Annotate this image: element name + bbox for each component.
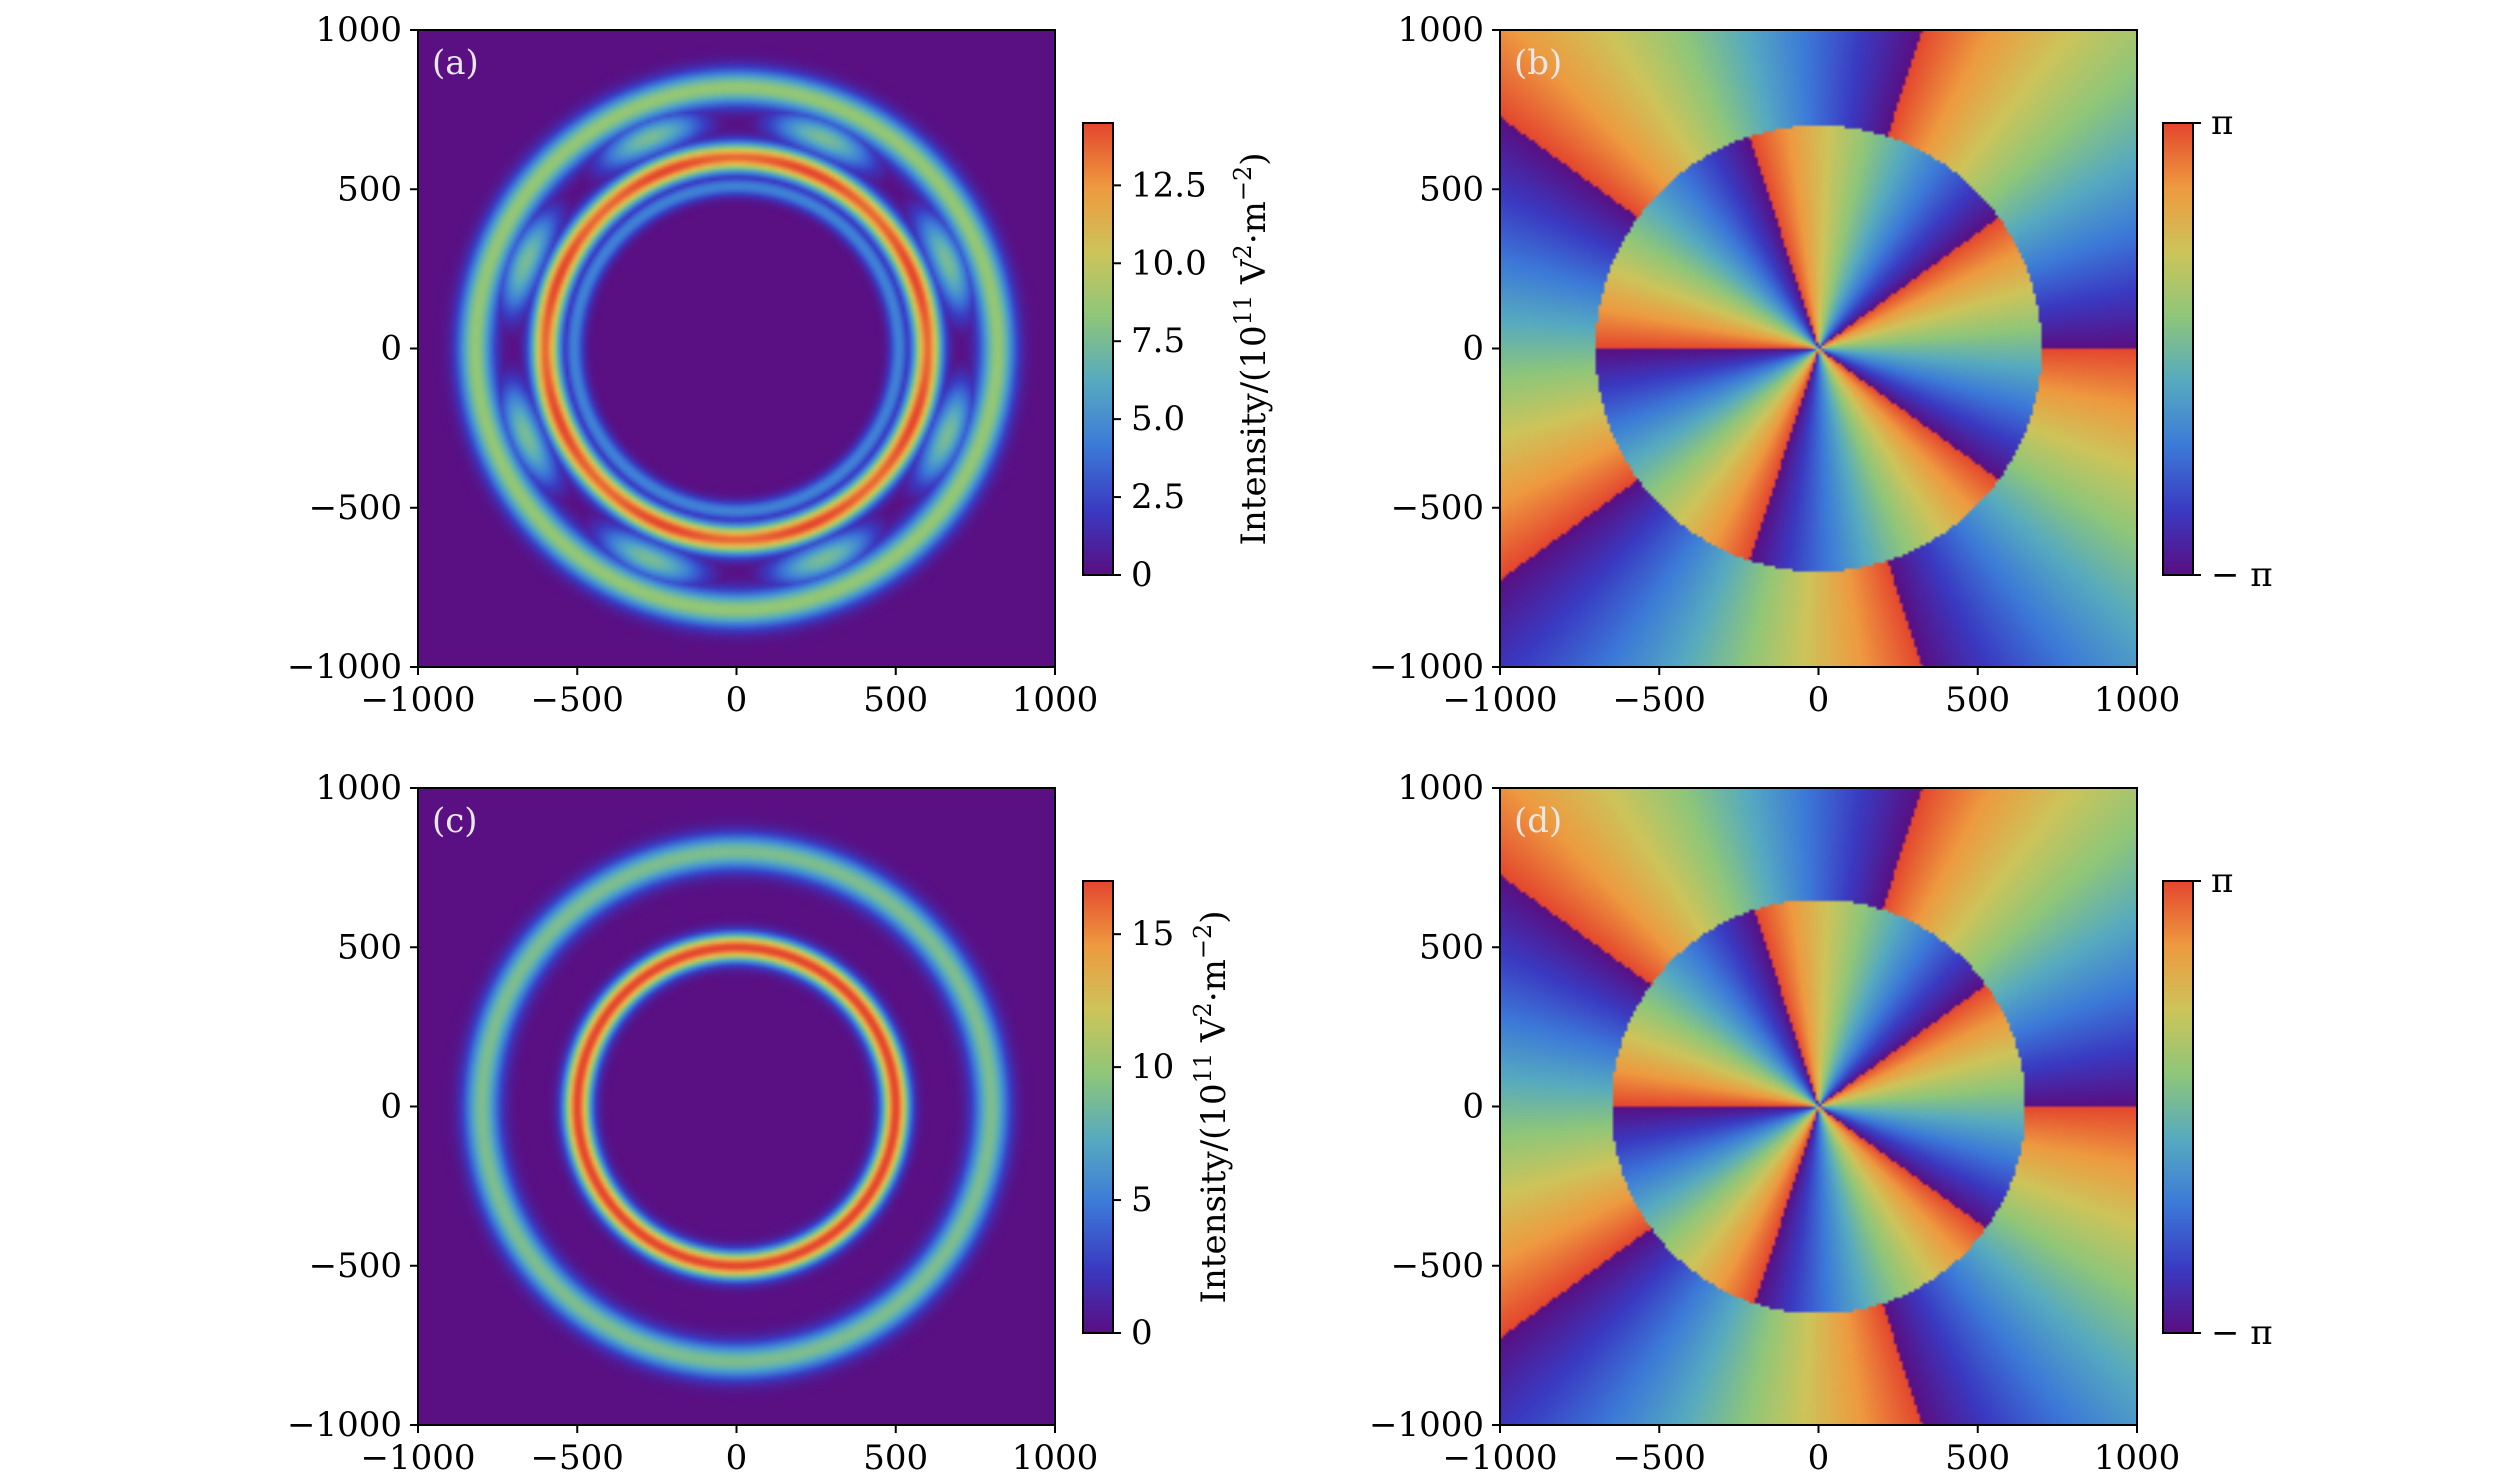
x-tick-label-a: 1000	[1012, 680, 1099, 720]
y-tick-label-d: 0	[1462, 1087, 1484, 1127]
heatmap-image-a	[418, 30, 1055, 667]
x-tick-label-d: −500	[1613, 1438, 1706, 1478]
x-tick-label-b: 500	[1945, 680, 2010, 720]
colorbar-tick-label-a: 12.5	[1131, 165, 1207, 205]
x-tick-label-d: 500	[1945, 1438, 2010, 1478]
colorbar-min-label-d: − π	[2211, 1313, 2273, 1353]
y-tick-label-d: −500	[1391, 1246, 1484, 1286]
colorbar-tick-label-c: 0	[1131, 1313, 1153, 1353]
colorbar-gradient-d	[2163, 881, 2193, 1333]
y-tick-label-d: 1000	[1397, 768, 1484, 808]
panel-label-b: (b)	[1514, 43, 1562, 83]
y-tick-label-a: 1000	[315, 10, 402, 50]
colorbar-frame-b	[2162, 122, 2194, 576]
colorbar-tick-label-a: 5.0	[1131, 399, 1185, 439]
x-tick-label-b: −500	[1613, 680, 1706, 720]
x-tick-label-c: −1000	[360, 1438, 475, 1478]
colorbar-frame-c	[1082, 880, 1114, 1334]
y-tick-label-c: 0	[380, 1087, 402, 1127]
x-tick-label-d: 0	[1808, 1438, 1830, 1478]
y-tick-label-c: 1000	[315, 768, 402, 808]
y-tick-label-b: 500	[1419, 169, 1484, 209]
y-tick-label-a: 500	[337, 169, 402, 209]
x-tick-label-a: −500	[531, 680, 624, 720]
panel-label-a: (a)	[432, 43, 479, 83]
heatmap-image-d	[1500, 788, 2137, 1425]
heatmap-image-b	[1500, 30, 2137, 667]
y-tick-label-d: 500	[1419, 927, 1484, 967]
colorbar-tick-label-a: 0	[1131, 555, 1153, 595]
x-tick-label-a: −1000	[360, 680, 475, 720]
y-tick-label-b: 0	[1462, 329, 1484, 369]
y-tick-label-a: −500	[309, 488, 402, 528]
colorbar-gradient-c	[1083, 881, 1113, 1333]
y-tick-label-c: −1000	[287, 1405, 402, 1445]
x-tick-label-c: 0	[726, 1438, 748, 1478]
colorbar-tick-label-c: 5	[1131, 1180, 1153, 1220]
colorbar-label-a: Intensity/(1011 V2·m−2)	[1229, 152, 1274, 545]
x-tick-label-d: 1000	[2094, 1438, 2181, 1478]
y-tick-label-c: 500	[337, 927, 402, 967]
y-tick-label-b: −500	[1391, 488, 1484, 528]
colorbar-label-c: Intensity/(1011 V2·m−2)	[1189, 910, 1234, 1303]
x-tick-label-a: 500	[863, 680, 928, 720]
x-tick-label-b: −1000	[1442, 680, 1557, 720]
panel-label-c: (c)	[432, 801, 478, 841]
y-tick-label-c: −500	[309, 1246, 402, 1286]
colorbar-tick-label-a: 10.0	[1131, 243, 1207, 283]
x-tick-label-c: 1000	[1012, 1438, 1099, 1478]
y-tick-label-b: 1000	[1397, 10, 1484, 50]
y-tick-label-a: 0	[380, 329, 402, 369]
x-tick-label-c: 500	[863, 1438, 928, 1478]
x-tick-label-b: 1000	[2094, 680, 2181, 720]
x-tick-label-b: 0	[1808, 680, 1830, 720]
y-tick-label-b: −1000	[1369, 647, 1484, 687]
colorbar-tick-label-a: 2.5	[1131, 477, 1185, 517]
colorbar-gradient-a	[1083, 123, 1113, 575]
y-tick-label-d: −1000	[1369, 1405, 1484, 1445]
colorbar-frame-a	[1082, 122, 1114, 576]
x-tick-label-a: 0	[726, 680, 748, 720]
colorbar-tick-label-c: 10	[1131, 1047, 1174, 1087]
colorbar-gradient-b	[2163, 123, 2193, 575]
colorbar-max-label-b: π	[2211, 103, 2233, 143]
panel-label-d: (d)	[1514, 801, 1562, 841]
heatmap-image-c	[418, 788, 1055, 1425]
colorbar-min-label-b: − π	[2211, 555, 2273, 595]
colorbar-tick-label-a: 7.5	[1131, 321, 1185, 361]
colorbar-tick-label-c: 15	[1131, 914, 1174, 954]
x-tick-label-c: −500	[531, 1438, 624, 1478]
x-tick-label-d: −1000	[1442, 1438, 1557, 1478]
colorbar-max-label-d: π	[2211, 861, 2233, 901]
colorbar-frame-d	[2162, 880, 2194, 1334]
y-tick-label-a: −1000	[287, 647, 402, 687]
